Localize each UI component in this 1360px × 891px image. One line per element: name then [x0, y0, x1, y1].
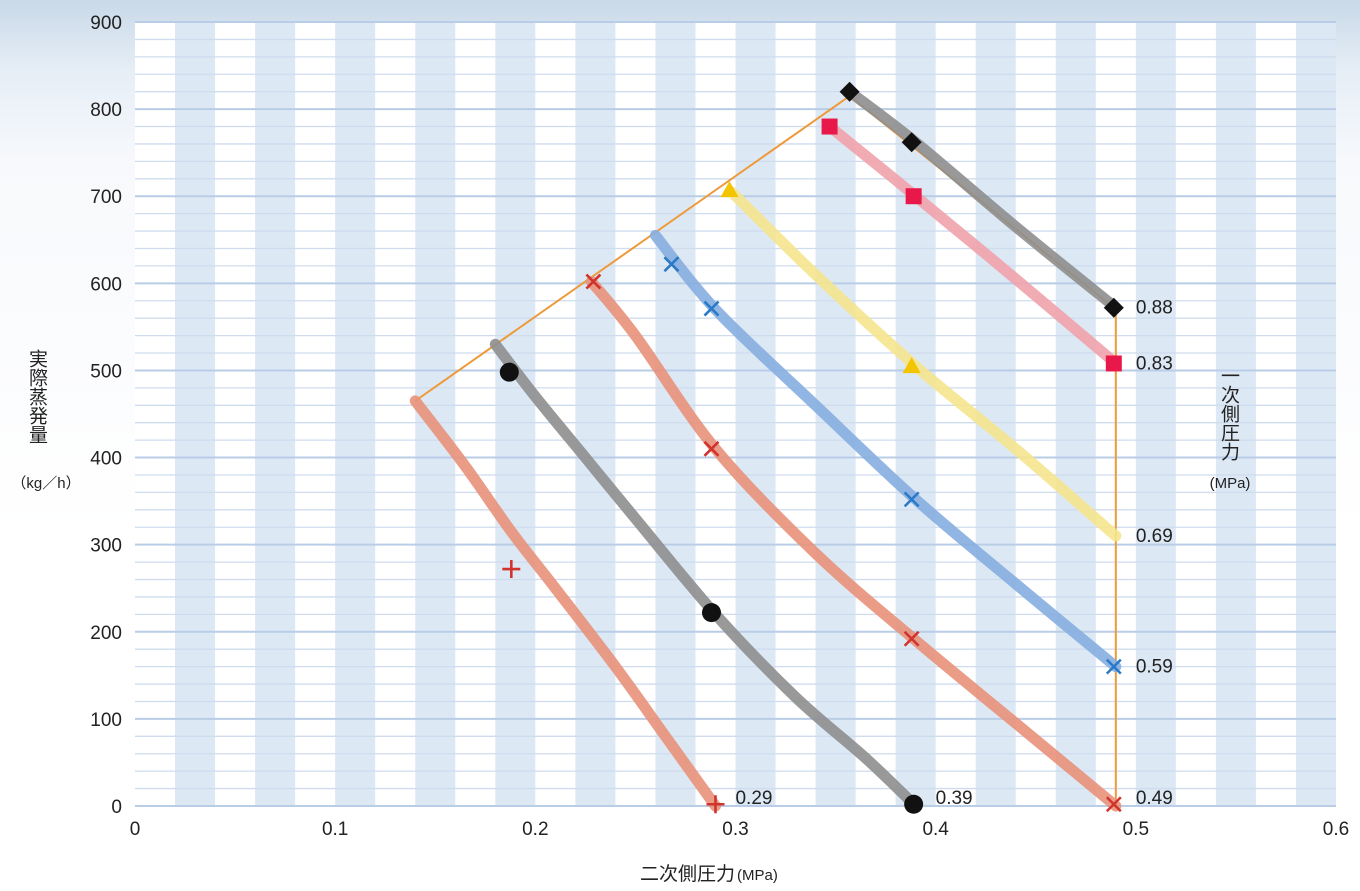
- right-axis-title: 一次側圧力: [1218, 366, 1240, 461]
- series-0-49-marker: [703, 440, 720, 457]
- x-axis-title: 二次側圧力: [640, 863, 735, 885]
- series-0-49-line: [585, 276, 1122, 812]
- x-axis-unit: (MPa): [737, 867, 778, 884]
- series-0-39-marker: [904, 794, 924, 814]
- y-tick-label: 600: [90, 274, 122, 295]
- series-0-83-label: 0.83: [1136, 353, 1173, 374]
- grid-stripe: [575, 22, 616, 806]
- grid-stripe: [1295, 22, 1336, 806]
- y-axis-unit: （kg／h）: [11, 475, 80, 492]
- x-tick-label: 0.2: [522, 819, 548, 840]
- grid-stripe: [495, 22, 536, 806]
- series-0-83-marker: [1105, 355, 1122, 372]
- series-0-49-marker: [585, 273, 602, 290]
- series-markers: [499, 81, 1124, 814]
- series-0-59-marker: [903, 491, 920, 508]
- x-tick-label: 0.4: [922, 819, 949, 840]
- x-tick-label: 0.6: [1323, 819, 1349, 840]
- series-0-59-marker: [703, 300, 720, 317]
- x-tick-label: 0.1: [322, 819, 348, 840]
- series-0-88-marker: [839, 81, 860, 102]
- series-0-39-line: [489, 338, 922, 812]
- series-0-88-label: 0.88: [1136, 298, 1173, 319]
- x-tick-label: 0.3: [722, 819, 748, 840]
- series-0-59-label: 0.59: [1136, 657, 1173, 678]
- y-tick-label: 200: [90, 623, 122, 644]
- y-tick-labels: 0 100 200 300 400 500 600 700 800 900: [90, 13, 122, 818]
- grid-stripe: [1055, 22, 1096, 806]
- x-tick-label: 0: [130, 819, 141, 840]
- right-axis-unit: (MPa): [1210, 475, 1251, 492]
- series-0-88-marker: [1103, 297, 1124, 318]
- grid-stripe: [335, 22, 376, 806]
- grid-stripe: [1215, 22, 1256, 806]
- y-axis-title: 実際蒸発量: [26, 349, 48, 444]
- grid-stripe: [175, 22, 216, 806]
- y-tick-label: 800: [90, 100, 122, 121]
- grid-stripe: [975, 22, 1016, 806]
- y-tick-label: 100: [90, 710, 122, 731]
- y-tick-label: 400: [90, 449, 122, 470]
- series-0-49-marker: [903, 630, 920, 647]
- plot-background: [135, 22, 1336, 806]
- series-0-49-label: 0.49: [1136, 788, 1173, 809]
- series-labels: 0.29 0.39 0.49 0.59 0.69 0.83 0.88: [735, 298, 1172, 809]
- grid-stripe: [1135, 22, 1176, 806]
- series-0-88-line: [844, 86, 1122, 314]
- series-0-59-line: [649, 229, 1122, 673]
- series-0-49-marker: [1105, 796, 1122, 813]
- series-0-59-marker: [663, 256, 680, 273]
- series-0-83-marker: [905, 188, 922, 205]
- series-0-39-label: 0.39: [936, 788, 973, 809]
- series-0-69-label: 0.69: [1136, 526, 1173, 547]
- y-tick-label: 700: [90, 187, 122, 208]
- series-0-69-marker: [902, 357, 921, 374]
- grid-stripe: [735, 22, 776, 806]
- series-0-29-label: 0.29: [735, 788, 772, 809]
- y-tick-label: 500: [90, 361, 122, 382]
- series-0-83-marker: [821, 118, 838, 135]
- series-0-29-marker: [706, 795, 725, 814]
- x-tick-label: 0.5: [1123, 819, 1149, 840]
- series-0-29-line: [409, 395, 721, 812]
- series-0-88-marker: [901, 132, 922, 153]
- series-0-29-marker: [502, 560, 521, 579]
- grid-stripe: [255, 22, 296, 806]
- series-0-83-line: [824, 121, 1122, 369]
- y-tick-label: 0: [111, 797, 122, 818]
- grid: [135, 21, 1336, 807]
- series-0-39-marker: [499, 362, 519, 382]
- series-0-59-marker: [1105, 658, 1122, 675]
- y-tick-label: 300: [90, 536, 122, 557]
- series-0-69-marker: [720, 181, 739, 198]
- y-tick-label: 900: [90, 13, 122, 34]
- series-0-39-marker: [701, 603, 721, 623]
- x-tick-labels: 0 0.1 0.2 0.3 0.4 0.5 0.6: [130, 819, 1350, 840]
